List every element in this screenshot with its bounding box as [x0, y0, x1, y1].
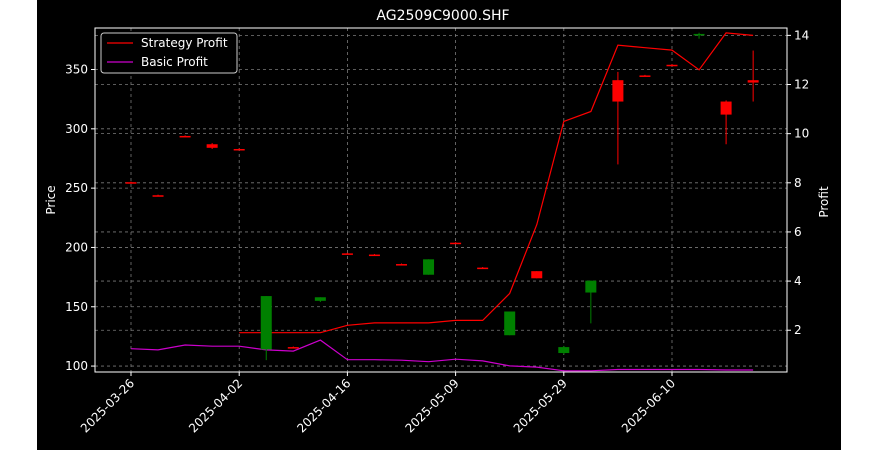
candle-body [287, 347, 299, 349]
legend-basic-label: Basic Profit [141, 55, 208, 69]
basic-profit-layer [130, 339, 754, 372]
strategy-profit-line [239, 32, 754, 334]
candle-body [747, 80, 759, 83]
candle-body [396, 264, 407, 266]
candle-body [341, 253, 353, 255]
candle-body [558, 347, 570, 354]
candles [125, 32, 759, 361]
candlestick-chart: AG2509C9000.SHF 100 150 200 250 300 350 2 4 6 8 1… [37, 0, 841, 450]
candle-body [612, 80, 624, 102]
basic-profit-line [130, 339, 754, 372]
chart-figure: AG2509C9000.SHF 100 150 200 250 300 350 2 4 6 8 1… [37, 0, 841, 450]
legend-box [100, 32, 238, 74]
candle-body [639, 75, 651, 77]
candle-body [152, 195, 164, 197]
left-axis-label: Price [44, 185, 58, 214]
candle-body [423, 259, 435, 275]
candle-body [260, 296, 272, 350]
candle-body [585, 280, 597, 293]
left-tick-label: 100 [65, 359, 88, 373]
candle-body [179, 135, 191, 138]
left-tick-label: 150 [65, 300, 88, 314]
candle-body [666, 64, 678, 67]
right-tick-label: 6 [794, 225, 802, 239]
strategy-profit-layer [239, 32, 754, 334]
left-tick-label: 350 [65, 63, 88, 77]
candle-body [693, 33, 705, 36]
left-axis: 100 150 200 250 300 350 [65, 63, 95, 373]
right-tick-label: 12 [794, 78, 809, 92]
candle-body [477, 267, 489, 270]
candle-body [314, 297, 326, 301]
candle-body [233, 148, 245, 151]
candle-body [450, 242, 462, 245]
candle-body [206, 144, 218, 148]
candle-body [720, 101, 732, 115]
chart-background [37, 0, 841, 450]
legend: Strategy Profit Basic Profit [100, 32, 238, 74]
chart-title: AG2509C9000.SHF [376, 8, 509, 24]
right-axis-label: Profit [817, 186, 831, 218]
right-tick-label: 8 [794, 176, 802, 190]
plot-frame [94, 27, 788, 373]
left-tick-label: 250 [65, 181, 88, 195]
candle-body [504, 311, 516, 336]
legend-strategy-label: Strategy Profit [141, 36, 228, 50]
candle-body [531, 271, 543, 279]
candle-body [125, 182, 137, 184]
left-tick-label: 200 [65, 240, 88, 254]
right-axis: 2 4 6 8 10 12 14 [787, 28, 809, 337]
candle-body [368, 254, 380, 257]
right-tick-label: 14 [794, 28, 809, 42]
right-tick-label: 4 [794, 274, 802, 288]
right-tick-label: 2 [794, 323, 802, 337]
right-tick-label: 10 [794, 127, 809, 141]
left-tick-label: 300 [65, 122, 88, 136]
